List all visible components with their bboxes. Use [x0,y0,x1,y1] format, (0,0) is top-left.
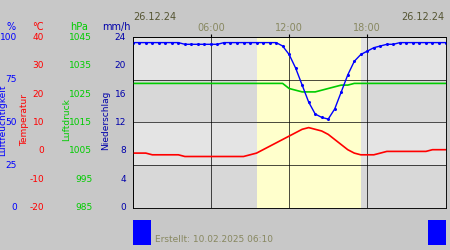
Text: -20: -20 [30,203,44,212]
Text: 20: 20 [115,61,126,70]
Text: 12: 12 [115,118,126,127]
Text: 16: 16 [114,90,126,99]
Bar [133,165,446,208]
Text: Temperatur: Temperatur [20,94,29,146]
Text: 0: 0 [11,203,17,212]
Text: 4: 4 [121,175,126,184]
Text: 10: 10 [32,118,44,127]
Text: 25: 25 [6,160,17,170]
Text: 1045: 1045 [69,33,92,42]
Text: 0: 0 [38,146,44,155]
Text: %: % [7,22,16,32]
Text: 995: 995 [75,175,92,184]
Text: 24: 24 [115,33,126,42]
Bar [133,80,446,122]
Bar [133,122,446,165]
Bar [133,38,446,80]
Text: Luftfeuchtigkeit: Luftfeuchtigkeit [0,84,7,156]
Text: Erstellt: 10.02.2025 06:10: Erstellt: 10.02.2025 06:10 [155,236,273,244]
Text: 8: 8 [120,146,126,155]
Text: Luftdruck: Luftdruck [62,98,71,142]
Text: 30: 30 [32,61,44,70]
Text: Niederschlag: Niederschlag [101,90,110,150]
Text: 1035: 1035 [69,61,92,70]
Text: -10: -10 [29,175,44,184]
Text: 0: 0 [120,203,126,212]
Text: 75: 75 [5,76,17,84]
Text: 26.12.24: 26.12.24 [134,12,177,22]
Text: 100: 100 [0,33,17,42]
Text: 1025: 1025 [69,90,92,99]
Text: 1005: 1005 [69,146,92,155]
Bar [256,38,361,207]
Text: 40: 40 [33,33,44,42]
Text: 26.12.24: 26.12.24 [401,12,445,22]
Text: °C: °C [32,22,44,32]
Text: 50: 50 [5,118,17,127]
Text: hPa: hPa [70,22,88,32]
Text: 1015: 1015 [69,118,92,127]
Text: 20: 20 [33,90,44,99]
Text: mm/h: mm/h [102,22,130,32]
Text: 985: 985 [75,203,92,212]
